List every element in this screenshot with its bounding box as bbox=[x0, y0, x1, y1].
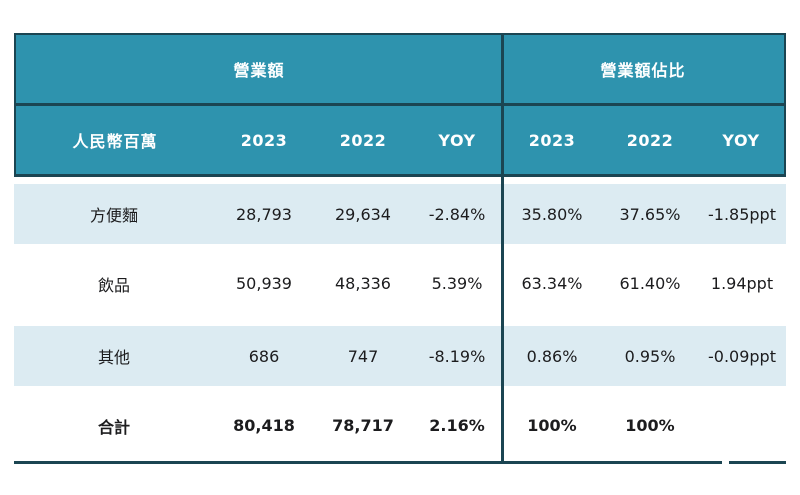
cell-share-2023: 63.34% bbox=[521, 274, 583, 293]
cell-share-2023: 0.86% bbox=[526, 346, 578, 366]
column-header-units: 人民幣百萬 bbox=[72, 132, 158, 151]
cell-share-2022: 100% bbox=[625, 416, 675, 435]
column-header-yoy-revenue: YOY bbox=[438, 130, 476, 150]
cell-share-2022: 61.40% bbox=[619, 274, 681, 293]
row-label: 方便麵 bbox=[89, 206, 138, 225]
cell-revenue-yoy: -2.84% bbox=[428, 204, 486, 224]
table-row-others: 其他 686 747 -8.19% 0.86% 0.95% -0.09ppt bbox=[14, 319, 786, 390]
cell-share-2022: 37.65% bbox=[619, 204, 681, 224]
cell-revenue-yoy: 5.39% bbox=[431, 274, 483, 293]
table-row-total: 合計 80,418 78,717 2.16% 100% 100% bbox=[14, 390, 786, 461]
cell-share-yoy: 1.94ppt bbox=[710, 274, 774, 293]
cell-share-2023: 100% bbox=[527, 416, 577, 435]
cell-revenue-2022: 747 bbox=[347, 346, 379, 366]
section-header-row: 營業額 營業額佔比 bbox=[16, 35, 784, 106]
cell-revenue-2022: 29,634 bbox=[335, 204, 391, 224]
section-header-revenue: 營業額 bbox=[233, 61, 285, 80]
table-bottom-border bbox=[14, 461, 786, 464]
cell-revenue-yoy: -8.19% bbox=[428, 346, 486, 366]
table-row-instant-noodles: 方便麵 28,793 29,634 -2.84% 35.80% 37.65% -… bbox=[14, 177, 786, 248]
column-header-2022-share: 2022 bbox=[626, 130, 674, 150]
cell-share-yoy: -1.85ppt bbox=[708, 204, 776, 224]
cell-revenue-2022: 48,336 bbox=[335, 274, 391, 293]
row-label: 飲品 bbox=[97, 275, 130, 295]
cell-share-yoy: -0.09ppt bbox=[708, 346, 776, 366]
column-header-2023-revenue: 2023 bbox=[240, 130, 288, 150]
column-header-2022-revenue: 2022 bbox=[339, 130, 387, 150]
column-header-yoy-share: YOY bbox=[722, 130, 760, 150]
table-row-beverages: 飲品 50,939 48,336 5.39% 63.34% 61.40% 1.9… bbox=[14, 248, 786, 319]
column-header-2023-share: 2023 bbox=[528, 130, 576, 150]
cell-revenue-yoy: 2.16% bbox=[429, 416, 485, 435]
revenue-table: 營業額 營業額佔比 人民幣百萬 2023 2022 YOY 2023 2022 … bbox=[14, 33, 786, 464]
table-header: 營業額 營業額佔比 人民幣百萬 2023 2022 YOY 2023 2022 … bbox=[14, 33, 786, 177]
cell-share-2022: 0.95% bbox=[624, 346, 676, 366]
column-header-row: 人民幣百萬 2023 2022 YOY 2023 2022 YOY bbox=[16, 106, 784, 177]
cell-revenue-2023: 686 bbox=[248, 346, 280, 366]
cell-revenue-2023: 80,418 bbox=[233, 416, 295, 435]
cell-revenue-2022: 78,717 bbox=[332, 416, 394, 435]
section-header-revenue-share: 營業額佔比 bbox=[600, 61, 686, 80]
section-divider bbox=[501, 33, 504, 464]
cell-revenue-2023: 50,939 bbox=[236, 274, 292, 293]
row-label: 合計 bbox=[97, 417, 130, 437]
cell-share-2023: 35.80% bbox=[521, 204, 583, 224]
cell-revenue-2023: 28,793 bbox=[236, 204, 292, 224]
row-label: 其他 bbox=[97, 348, 130, 367]
